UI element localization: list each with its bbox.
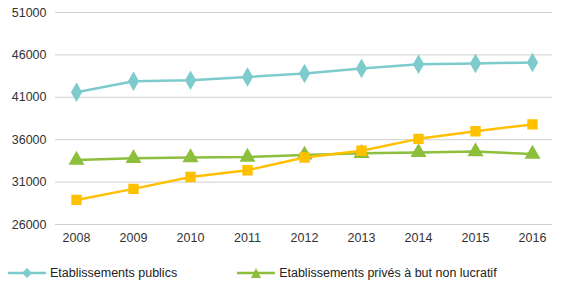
svg-text:2015: 2015 [462,231,490,245]
svg-text:46000: 46000 [12,48,47,62]
svg-text:2008: 2008 [63,231,91,245]
svg-text:2012: 2012 [291,231,319,245]
svg-text:41000: 41000 [12,90,47,104]
svg-text:51000: 51000 [12,6,47,20]
svg-text:2011: 2011 [234,231,261,245]
svg-text:31000: 31000 [12,175,47,189]
svg-text:2016: 2016 [519,231,547,245]
svg-text:2009: 2009 [120,231,148,245]
svg-text:2010: 2010 [177,231,205,245]
svg-text:36000: 36000 [12,133,47,147]
svg-text:2014: 2014 [405,231,433,245]
html-text:Etablissements privés à but no: Etablissements privés à but non lucratif [279,266,497,280]
html-text:Etablissements publics: Etablissements publics [50,266,178,280]
svg-text:26000: 26000 [12,218,47,232]
svg-text:2013: 2013 [348,231,376,245]
